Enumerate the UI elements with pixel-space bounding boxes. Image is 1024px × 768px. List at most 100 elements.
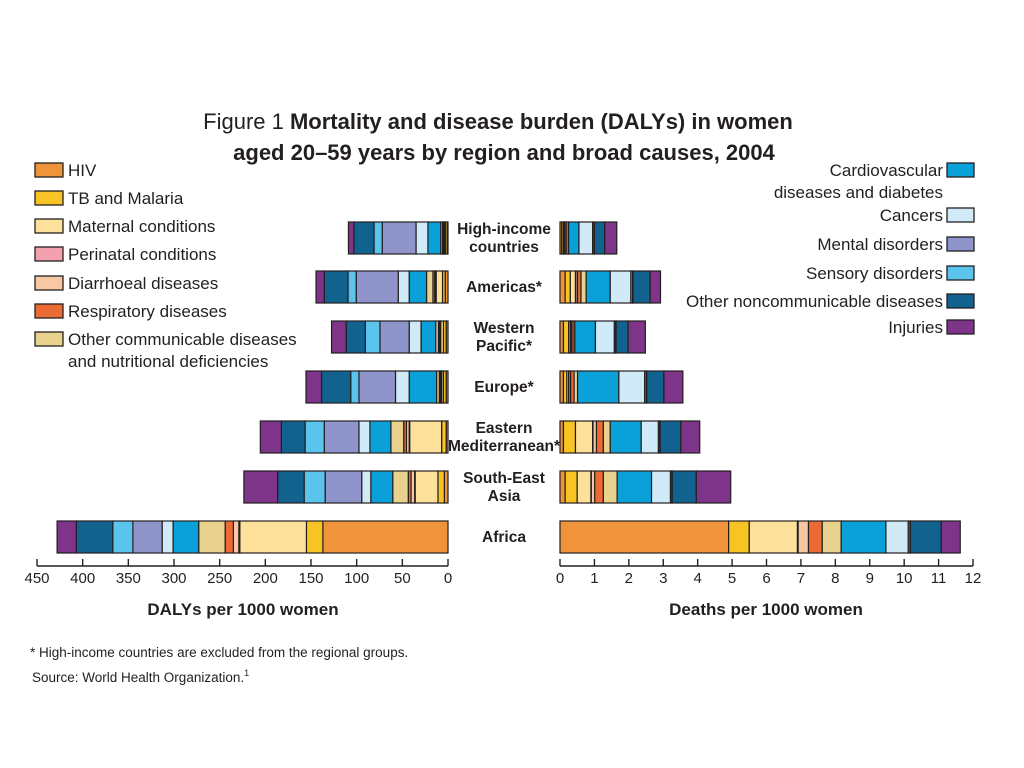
legend-item-hiv: HIV	[34, 161, 97, 180]
legend-label: Cardiovascular	[830, 161, 944, 180]
deaths-bars	[559, 221, 961, 554]
legend-label: Mental disorders	[817, 235, 943, 254]
bar-deaths-americas-other-communicable-diseases-and-nutritional-deficiencies	[580, 270, 587, 304]
deaths-tick-label: 3	[659, 570, 667, 587]
bar-deaths-south-east-asia-respiratory-diseases	[594, 470, 604, 504]
legend-label: Sensory disorders	[806, 264, 943, 283]
dalys-tick-label: 400	[70, 570, 95, 587]
bar-dalys-eastern-mediterranean-tb-and-malaria	[441, 420, 447, 454]
bar-deaths-americas-tb-and-malaria	[564, 270, 571, 304]
bar-deaths-africa-respiratory-diseases	[807, 520, 823, 554]
bar-deaths-south-east-asia-hiv	[559, 470, 566, 504]
bar-deaths-europe-other-noncommunicable-diseases	[646, 370, 665, 404]
bar-deaths-high-income-countries-cancers	[578, 221, 594, 255]
bar-dalys-south-east-asia-cancers	[361, 470, 372, 504]
bar-dalys-south-east-asia-other-noncommunicable-diseases	[277, 470, 305, 504]
chart-notes: * High-income countries are excluded fro…	[30, 645, 408, 685]
bar-deaths-africa-hiv	[559, 520, 730, 554]
legend-label: Other communicable diseases	[68, 330, 297, 349]
bar-dalys-africa-hiv	[322, 520, 449, 554]
bar-deaths-europe-injuries	[663, 370, 684, 404]
bar-deaths-africa-diarrhoeal-diseases	[797, 520, 810, 554]
bar-dalys-eastern-mediterranean-cardiovascular-diseases-and-diabetes	[369, 420, 392, 454]
bar-deaths-americas-hiv	[559, 270, 566, 304]
dalys-tick-label: 150	[298, 570, 323, 587]
legend-swatch	[34, 218, 64, 234]
bar-dalys-eastern-mediterranean-sensory-disorders	[304, 420, 325, 454]
bar-dalys-americas-injuries	[315, 270, 325, 304]
bar-dalys-africa-sensory-disorders	[112, 520, 134, 554]
legend-swatch	[946, 265, 975, 281]
bar-dalys-south-east-asia-other-communicable-diseases-and-nutritional-deficiencies	[392, 470, 409, 504]
region-label: Europe*	[474, 379, 534, 396]
bar-deaths-americas-injuries	[649, 270, 662, 304]
deaths-tick-label: 8	[831, 570, 839, 587]
bar-dalys-americas-mental-disorders	[355, 270, 399, 304]
bar-deaths-western-pacific-cancers	[594, 320, 615, 354]
legend-right: Cardiovascular diseases and diabetes Cance…	[686, 161, 975, 337]
bar-deaths-high-income-countries-other-noncommunicable-diseases	[593, 221, 606, 255]
bar-dalys-south-east-asia-tb-and-malaria	[437, 470, 445, 504]
bar-dalys-africa-tb-and-malaria	[305, 520, 324, 554]
bar-deaths-africa-injuries	[940, 520, 961, 554]
legend-item-perinatal-conditions: Perinatal conditions	[34, 245, 216, 264]
legend-swatch	[946, 319, 975, 335]
deaths-tick-label: 4	[693, 570, 701, 587]
bar-deaths-africa-cancers	[885, 520, 909, 554]
legend-item-maternal-conditions: Maternal conditions	[34, 217, 215, 236]
bar-dalys-americas-other-communicable-diseases-and-nutritional-deficiencies	[425, 270, 434, 304]
bar-dalys-africa-respiratory-diseases	[224, 520, 234, 554]
bar-dalys-africa-cancers	[161, 520, 174, 554]
dalys-tick-label: 250	[207, 570, 232, 587]
bar-deaths-eastern-mediterranean-respiratory-diseases	[595, 420, 604, 454]
bar-deaths-western-pacific-injuries	[627, 320, 646, 354]
bar-dalys-africa-maternal-conditions	[239, 520, 308, 554]
bar-dalys-high-income-countries-other-noncommunicable-diseases	[353, 221, 375, 255]
chart-title: Figure 1 Mortality and disease burden (D…	[203, 109, 793, 165]
legend-swatch	[34, 162, 64, 178]
bar-deaths-eastern-mediterranean-injuries	[680, 420, 701, 454]
bar-dalys-eastern-mediterranean-injuries	[259, 420, 282, 454]
bar-dalys-americas-other-noncommunicable-diseases	[323, 270, 349, 304]
legend-swatch	[34, 275, 64, 291]
bar-dalys-high-income-countries-cancers	[415, 221, 429, 255]
bar-dalys-europe-injuries	[305, 370, 323, 404]
bar-dalys-high-income-countries-injuries	[347, 221, 355, 255]
legend-swatch	[34, 246, 64, 262]
bar-dalys-americas-cancers	[397, 270, 410, 304]
deaths-tick-label: 7	[797, 570, 805, 587]
bar-deaths-south-east-asia-maternal-conditions	[576, 470, 592, 504]
region-label: countries	[469, 239, 539, 256]
bar-deaths-south-east-asia-cardiovascular-diseases-and-diabetes	[616, 470, 653, 504]
bar-dalys-western-pacific-other-noncommunicable-diseases	[345, 320, 366, 354]
legend-swatch	[34, 331, 64, 347]
legend-item-respiratory-diseases: Respiratory diseases	[34, 302, 227, 321]
dalys-tick-label: 350	[116, 570, 141, 587]
legend-swatch	[946, 236, 975, 252]
bar-deaths-africa-maternal-conditions	[748, 520, 799, 554]
bar-dalys-south-east-asia-mental-disorders	[324, 470, 363, 504]
deaths-tick-label: 11	[931, 570, 947, 587]
legend-label: Maternal conditions	[68, 217, 215, 236]
legend-swatch	[946, 207, 975, 223]
bar-deaths-eastern-mediterranean-other-communicable-diseases-and-nutritional-deficiencies	[602, 420, 611, 454]
bar-deaths-americas-cancers	[609, 270, 632, 304]
bar-dalys-western-pacific-cardiovascular-diseases-and-diabetes	[420, 320, 437, 354]
bar-dalys-europe-mental-disorders	[358, 370, 397, 404]
bar-dalys-africa-mental-disorders	[132, 520, 163, 554]
bar-deaths-africa-cardiovascular-diseases-and-diabetes	[840, 520, 887, 554]
bar-deaths-americas-other-noncommunicable-diseases	[632, 270, 651, 304]
bar-deaths-high-income-countries-cardiovascular-diseases-and-diabetes	[568, 221, 580, 255]
dalys-tick-label: 0	[444, 570, 452, 587]
bar-deaths-americas-maternal-conditions	[569, 270, 577, 304]
deaths-tick-label: 5	[728, 570, 736, 587]
legend-item-mental-disorders: Mental disorders	[817, 235, 975, 254]
bar-dalys-africa-other-noncommunicable-diseases	[75, 520, 114, 554]
bar-dalys-high-income-countries-cardiovascular-diseases-and-diabetes	[427, 221, 442, 255]
bar-deaths-africa-tb-and-malaria	[728, 520, 750, 554]
legend-item-tb-and-malaria: TB and Malaria	[34, 189, 184, 208]
deaths-tick-label: 1	[590, 570, 598, 587]
deaths-tick-label: 6	[762, 570, 770, 587]
